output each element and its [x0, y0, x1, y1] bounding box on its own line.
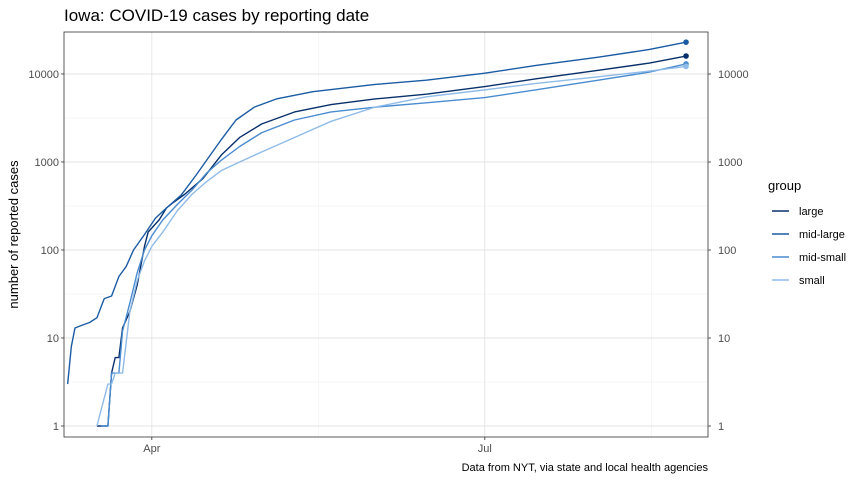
series-end-points [683, 39, 689, 70]
series-line-large [96, 55, 687, 427]
y-tick-label-left: 10000 [28, 69, 59, 81]
y-axis-title: number of reported cases [6, 160, 21, 309]
chart-title: Iowa: COVID-19 cases by reporting date [64, 6, 369, 25]
y-tick-label-left: 100 [41, 245, 59, 257]
legend-title: group [768, 178, 801, 193]
end-point-mid-large [683, 39, 689, 45]
y-tick-label-right: 10 [718, 333, 730, 345]
end-point-large [683, 53, 689, 59]
legend-label-mid-large: mid-large [799, 229, 845, 241]
y-tick-label-right: 10000 [718, 69, 749, 81]
plot-panel-border [63, 31, 709, 438]
end-point-small [683, 63, 689, 70]
plot-background [64, 32, 708, 437]
chart-caption: Data from NYT, via state and local healt… [462, 462, 709, 474]
y-tick-label-right: 100 [718, 245, 736, 257]
x-tick-label: Apr [143, 443, 160, 455]
legend-label-small: small [799, 275, 825, 287]
legend-label-mid-small: mid-small [799, 252, 846, 264]
y-tick-label-left: 1000 [35, 157, 59, 169]
legend-label-large: large [799, 206, 823, 218]
x-tick-label: Jul [478, 443, 492, 455]
y-tick-label-left: 1 [53, 421, 59, 433]
series-line-mid-large [66, 41, 687, 385]
y-tick-label-right: 1 [718, 421, 724, 433]
y-tick-label-left: 10 [47, 333, 59, 345]
series-line-mid-small [100, 63, 687, 427]
legend: large mid-large mid-small small [772, 206, 846, 287]
gridlines [64, 32, 708, 437]
axis-ticks: 1 1 10 10 100 100 1000 1000 10000 10000 Apr Jul [28, 69, 748, 455]
series-lines [66, 41, 687, 427]
y-tick-label-right: 1000 [718, 157, 742, 169]
series-line-small [96, 65, 687, 427]
